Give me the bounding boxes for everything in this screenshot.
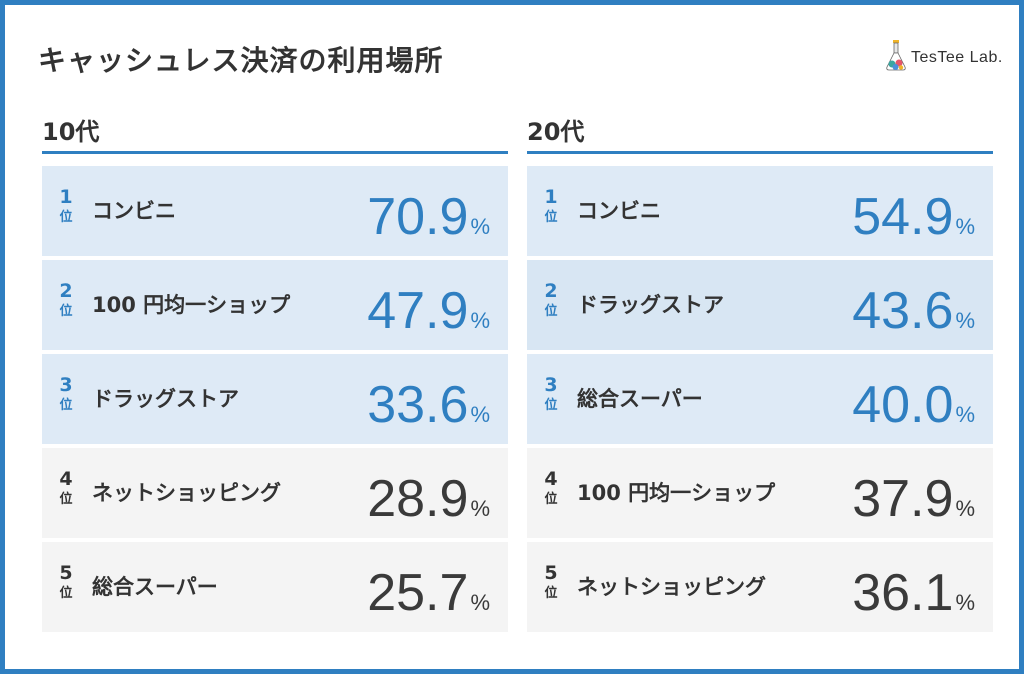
row-label: 100 円均一ショップ — [577, 481, 776, 505]
column-divider — [42, 151, 508, 154]
row-value: 37.9% — [852, 470, 975, 528]
row-value: 70.9% — [367, 188, 490, 246]
row-value: 47.9% — [367, 282, 490, 340]
row-value: 40.0% — [852, 376, 975, 434]
row-value: 43.6% — [852, 282, 975, 340]
row-label: 100 円均一ショップ — [92, 293, 291, 317]
column-header: 10代 — [42, 118, 100, 146]
logo: TesTee Lab. — [885, 39, 1003, 77]
row-value: 25.7% — [367, 564, 490, 622]
row-label: ドラッグストア — [577, 293, 724, 317]
row-value: 36.1% — [852, 564, 975, 622]
column-header: 20代 — [527, 118, 585, 146]
row-value: 54.9% — [852, 188, 975, 246]
row-label: ネットショッピング — [577, 575, 766, 599]
row-label: コンビニ — [92, 199, 176, 223]
flask-logo-icon — [885, 39, 907, 77]
row-value: 33.6% — [367, 376, 490, 434]
row-label: 総合スーパー — [577, 387, 703, 411]
row-value: 28.9% — [367, 470, 490, 528]
row-label: ネットショッピング — [92, 481, 281, 505]
row-label: コンビニ — [577, 199, 661, 223]
column-divider — [527, 151, 993, 154]
row-label: 総合スーパー — [92, 575, 218, 599]
logo-text: TesTee Lab. — [911, 49, 1003, 66]
row-label: ドラッグストア — [92, 387, 239, 411]
page-title: キャッシュレス決済の利用場所 — [38, 44, 444, 77]
